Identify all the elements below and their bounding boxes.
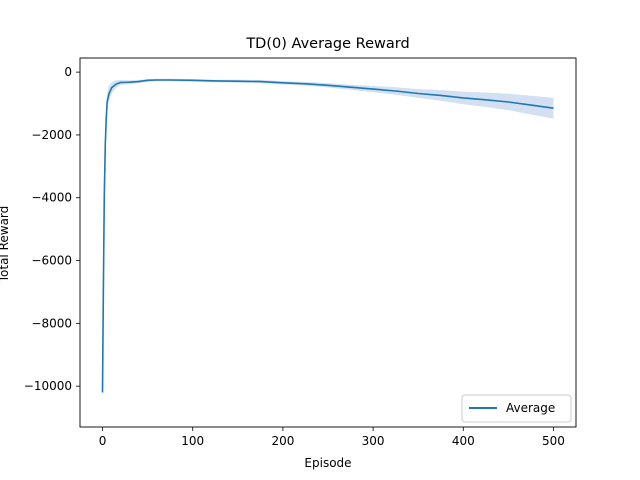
x-axis-label: Episode [304,456,351,470]
chart-title: TD(0) Average Reward [245,36,409,52]
y-tick-label: −10000 [24,379,72,393]
x-tick-label: 500 [542,434,565,448]
x-tick-label: 100 [181,434,204,448]
plot-area [79,57,577,428]
legend: Average [461,394,572,423]
y-tick-label: −8000 [31,316,72,330]
y-tick-label: −6000 [31,254,72,268]
x-tick-label: 0 [99,434,107,448]
y-axis-label: Total Reward [0,206,11,284]
axes-frame [79,57,577,428]
y-tick-label: −4000 [31,191,72,205]
legend-entry-average: Average [506,401,555,415]
y-axis-ticks: 0 −2000 −4000 −6000 −8000 −10000 [24,65,80,393]
series-line-average [101,79,554,393]
x-axis-ticks: 0 100 200 300 400 500 [99,427,565,448]
x-tick-label: 400 [452,434,475,448]
y-tick-label: 0 [64,65,72,79]
legend-box [461,394,572,423]
x-tick-label: 200 [271,434,294,448]
y-tick-label: −2000 [31,128,72,142]
x-tick-label: 300 [362,434,385,448]
